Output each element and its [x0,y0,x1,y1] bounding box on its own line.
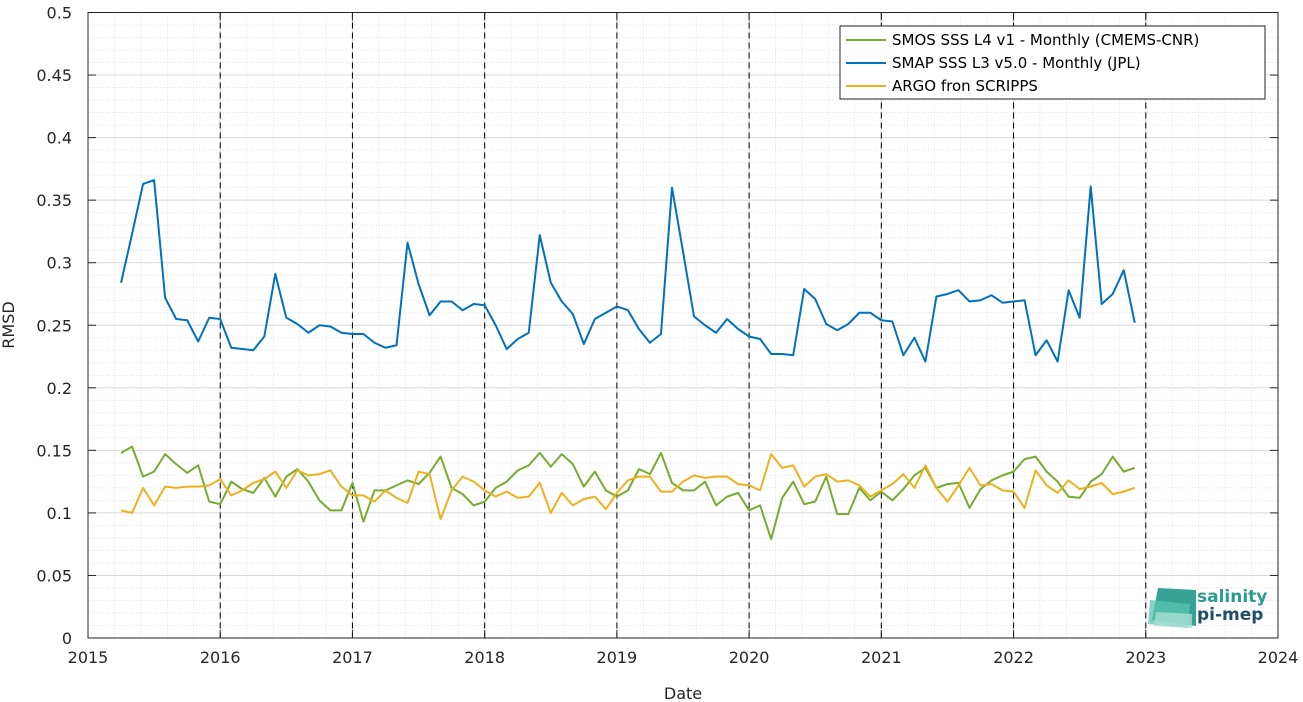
x-tick-label: 2023 [1125,648,1166,667]
y-tick-label: 0.2 [47,379,72,398]
y-tick-labels: 0 0.05 0.1 0.15 0.2 0.25 0.3 0.35 0.4 0.45 0.5 [36,4,72,649]
x-tick-labels: 2015 2016 2017 2018 2019 2020 2021 2022 2023 2024 [68,648,1299,667]
y-tick-label: 0.5 [47,4,72,23]
logo-text-pi-mep: pi-mep [1197,605,1263,625]
x-tick-label: 2017 [332,648,373,667]
legend-label: SMOS SSS L4 v1 - Monthly (CMEMS-CNR) [892,31,1199,49]
series-line-smos [120,445,1136,541]
y-tick-label: 0.1 [47,504,72,523]
x-tick-label: 2021 [861,648,902,667]
y-tick-label: 0.25 [36,316,72,335]
salinity-pi-mep-logo: salinity pi-mep [1148,587,1267,628]
y-tick-label: 0 [62,629,72,648]
x-tick-label: 2024 [1258,648,1299,667]
x-axis-label: Date [664,684,702,702]
x-tick-label: 2020 [729,648,770,667]
legend-entries: SMOS SSS L4 v1 - Monthly (CMEMS-CNR) SMAP… [846,31,1199,95]
legend: SMOS SSS L4 v1 - Monthly (CMEMS-CNR) SMAP… [839,25,1266,100]
wave-logo-icon [1148,588,1196,628]
x-tick-label: 2018 [464,648,505,667]
y-tick-label: 0.3 [47,254,72,273]
y-tick-label: 0.35 [36,191,72,210]
series-line-argo [120,453,1136,521]
y-tick-label: 0.05 [36,566,72,585]
y-tick-label: 0.45 [36,66,72,85]
legend-label: ARGO fron SCRIPPS [892,77,1038,95]
logo-text-salinity: salinity [1197,587,1267,607]
y-tick-label: 0.15 [36,441,72,460]
x-tick-label: 2016 [200,648,241,667]
series-line-smap [120,179,1136,363]
y-tick-label: 0.4 [47,129,72,148]
legend-label: SMAP SSS L3 v5.0 - Monthly (JPL) [892,54,1141,72]
x-tick-label: 2019 [597,648,638,667]
year-marker-lines [219,12,1147,638]
series-lines [120,179,1136,541]
axis-ticks [87,12,1279,639]
legend-box [839,25,1266,100]
x-tick-label: 2022 [993,648,1034,667]
y-axis-label: RMSD [0,301,18,348]
x-tick-label: 2015 [68,648,109,667]
